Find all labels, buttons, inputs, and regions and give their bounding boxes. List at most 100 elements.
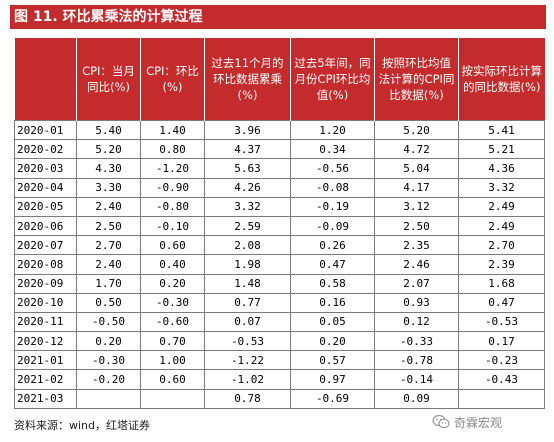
value-cell: 0.58 — [290, 274, 375, 294]
row-date-cell: 2020-05 — [14, 197, 77, 217]
row-date-cell: 2021-02 — [14, 369, 77, 390]
value-cell: 0.17 — [458, 331, 545, 352]
value-cell: 4.72 — [374, 139, 459, 160]
value-cell: -0.78 — [374, 350, 459, 371]
value-cell: 2.50 — [374, 216, 459, 237]
value-cell: -0.10 — [140, 216, 205, 237]
table-row: 2021-02 -0.20 0.60 -1.02 0.97 -0.14 -0.43 — [14, 369, 545, 390]
row-date-cell: 2020-12 — [14, 331, 77, 352]
value-cell: 3.32 — [204, 197, 291, 217]
value-cell: -0.60 — [140, 312, 205, 333]
row-date-cell: 2020-09 — [14, 274, 77, 294]
value-cell: 2.70 — [458, 235, 545, 256]
value-cell: 0.16 — [290, 293, 375, 313]
value-cell — [458, 389, 545, 409]
value-cell: 5.21 — [458, 139, 545, 160]
value-cell: -1.02 — [204, 369, 291, 390]
value-cell: 5.04 — [374, 158, 459, 179]
table-row: 2020-12 0.20 0.70 -0.53 0.20 -0.33 0.17 — [14, 331, 545, 352]
value-cell: 1.40 — [140, 119, 205, 141]
table-row: 2021-01 -0.30 1.00 -1.22 0.57 -0.78 -0.23 — [14, 350, 545, 371]
table-header-row: CPI：当月同比(%) CPI：环比(%) 过去11个月的环比数据累乘(%) 过… — [14, 38, 545, 121]
value-cell: 3.12 — [374, 197, 459, 217]
value-cell: -1.22 — [204, 350, 291, 371]
value-cell: 1.68 — [458, 274, 545, 294]
value-cell: 5.63 — [204, 158, 291, 179]
value-cell: 5.41 — [458, 119, 545, 141]
value-cell: 4.37 — [204, 139, 291, 160]
value-cell: 0.26 — [290, 235, 375, 256]
value-cell: 0.47 — [290, 254, 375, 275]
table-row: 2020-07 2.70 0.60 2.08 0.26 2.35 2.70 — [14, 235, 545, 256]
value-cell: 2.39 — [458, 254, 545, 275]
table-row: 2020-06 2.50 -0.10 2.59 -0.09 2.50 2.49 — [14, 216, 545, 237]
value-cell: -0.80 — [140, 197, 205, 217]
value-cell: 2.59 — [204, 216, 291, 237]
row-date-cell: 2020-06 — [14, 216, 77, 237]
table-row: 2020-11 -0.50 -0.60 0.07 0.05 0.12 -0.53 — [14, 312, 545, 333]
value-cell: -0.53 — [204, 331, 291, 352]
value-cell: 0.34 — [290, 139, 375, 160]
value-cell: 2.40 — [76, 197, 141, 217]
value-cell: 0.57 — [290, 350, 375, 371]
value-cell: 0.20 — [140, 274, 205, 294]
value-cell: 0.80 — [140, 139, 205, 160]
value-cell: 1.20 — [290, 119, 375, 141]
value-cell: -0.19 — [290, 197, 375, 217]
value-cell: -0.69 — [290, 389, 375, 409]
value-cell: -0.43 — [458, 369, 545, 390]
value-cell: -0.23 — [458, 350, 545, 371]
row-date-cell: 2020-07 — [14, 235, 77, 256]
value-cell: -0.53 — [458, 312, 545, 333]
table-row: 2020-09 1.70 0.20 1.48 0.58 2.07 1.68 — [14, 274, 545, 294]
value-cell: 2.46 — [374, 254, 459, 275]
value-cell: 4.17 — [374, 178, 459, 198]
value-cell: 0.97 — [290, 369, 375, 390]
table-row: 2020-01 5.40 1.40 3.96 1.20 5.20 5.41 — [14, 119, 545, 141]
table-row: 2020-02 5.20 0.80 4.37 0.34 4.72 5.21 — [14, 139, 545, 160]
value-cell: -0.56 — [290, 158, 375, 179]
row-date-cell: 2020-03 — [14, 158, 77, 179]
value-cell: 0.47 — [458, 293, 545, 313]
value-cell: 0.20 — [76, 331, 141, 352]
value-cell: 5.20 — [76, 139, 141, 160]
figure-title-bar: 图 11. 环比累乘法的计算过程 — [10, 5, 546, 29]
value-cell: 3.32 — [458, 178, 545, 198]
value-cell: 1.98 — [204, 254, 291, 275]
value-cell: 1.70 — [76, 274, 141, 294]
header-cell — [14, 38, 77, 121]
row-date-cell: 2021-03 — [14, 389, 77, 409]
value-cell: -0.20 — [76, 369, 141, 390]
value-cell: -0.08 — [290, 178, 375, 198]
table-row: 2020-04 3.30 -0.90 4.26 -0.08 4.17 3.32 — [14, 178, 545, 198]
value-cell: 0.09 — [374, 389, 459, 409]
value-cell: 1.48 — [204, 274, 291, 294]
cpi-data-table: CPI：当月同比(%) CPI：环比(%) 过去11个月的环比数据累乘(%) 过… — [14, 38, 545, 409]
value-cell: 2.08 — [204, 235, 291, 256]
value-cell: 1.00 — [140, 350, 205, 371]
table-row: 2020-10 0.50 -0.30 0.77 0.16 0.93 0.47 — [14, 293, 545, 313]
value-cell: 0.77 — [204, 293, 291, 313]
value-cell: -0.14 — [374, 369, 459, 390]
value-cell: 3.30 — [76, 178, 141, 198]
value-cell: 0.60 — [140, 235, 205, 256]
row-date-cell: 2020-10 — [14, 293, 77, 313]
row-date-cell: 2020-11 — [14, 312, 77, 333]
value-cell: 0.07 — [204, 312, 291, 333]
value-cell: -0.30 — [140, 293, 205, 313]
value-cell: 0.93 — [374, 293, 459, 313]
value-cell: -0.90 — [140, 178, 205, 198]
value-cell: 5.40 — [76, 119, 141, 141]
value-cell — [76, 389, 141, 409]
watermark: 奇霖宏观 — [432, 412, 502, 432]
value-cell: 5.20 — [374, 119, 459, 141]
value-cell: -0.09 — [290, 216, 375, 237]
value-cell — [140, 389, 205, 409]
value-cell: 0.70 — [140, 331, 205, 352]
value-cell: 0.78 — [204, 389, 291, 409]
source-note: 资料来源：wind，红塔证券 — [14, 419, 151, 432]
value-cell: 0.20 — [290, 331, 375, 352]
value-cell: 2.35 — [374, 235, 459, 256]
row-date-cell: 2020-04 — [14, 178, 77, 198]
header-cell: 过去5年间，同月份CPI环比均值(%) — [290, 38, 375, 121]
